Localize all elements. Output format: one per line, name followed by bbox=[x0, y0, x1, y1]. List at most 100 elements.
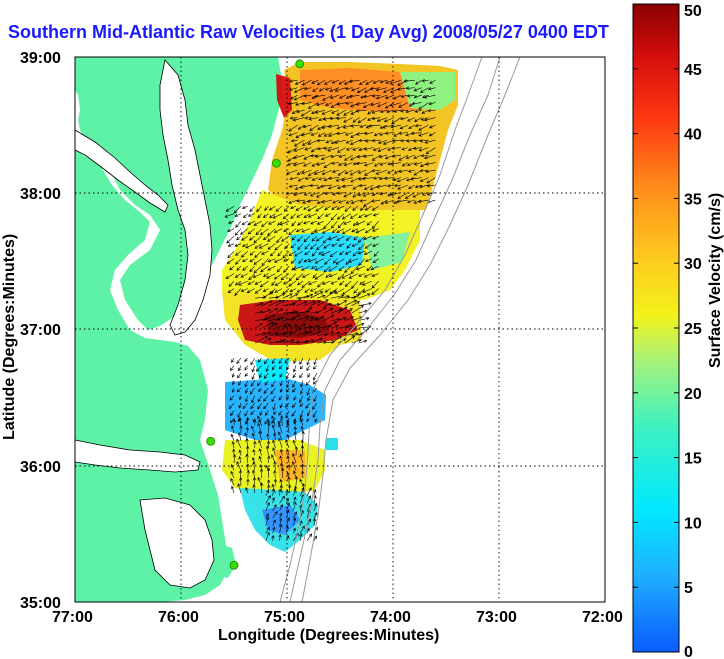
velocity-arrow bbox=[300, 463, 305, 471]
velocity-arrow bbox=[271, 365, 276, 371]
velocity-arrow bbox=[398, 154, 408, 161]
velocity-arrow bbox=[293, 431, 297, 441]
velocity-arrow bbox=[230, 433, 235, 441]
velocity-arrow bbox=[252, 461, 256, 471]
velocity-arrow bbox=[228, 280, 235, 287]
velocity-arrow bbox=[397, 184, 408, 190]
velocity-arrow bbox=[295, 205, 304, 211]
velocity-arrow bbox=[399, 124, 408, 130]
velocity-arrow bbox=[375, 94, 388, 100]
velocity-arrow bbox=[363, 273, 372, 278]
velocity-arrow bbox=[403, 79, 415, 83]
velocity-arrow bbox=[301, 101, 312, 106]
velocity-arrow bbox=[371, 192, 381, 197]
velocity-arrow bbox=[271, 280, 276, 286]
velocity-arrow bbox=[380, 199, 388, 205]
velocity-arrow bbox=[249, 258, 255, 263]
velocity-arrow bbox=[258, 455, 262, 464]
velocity-arrow bbox=[371, 116, 381, 121]
velocity-arrow bbox=[276, 265, 283, 273]
velocity-arrow bbox=[424, 139, 436, 144]
velocity-arrow bbox=[419, 139, 429, 143]
velocity-arrow bbox=[306, 410, 311, 417]
velocity-arrow bbox=[301, 79, 312, 86]
velocity-arrow bbox=[231, 440, 235, 449]
velocity-arrow bbox=[235, 250, 242, 256]
velocity-arrow bbox=[327, 176, 339, 180]
velocity-arrow bbox=[344, 265, 352, 273]
colorbar-tick-label: 15 bbox=[684, 451, 702, 468]
velocity-arrow bbox=[291, 235, 297, 241]
velocity-arrow bbox=[238, 449, 242, 456]
velocity-arrow bbox=[343, 162, 353, 167]
land-patch-outer-banks bbox=[210, 540, 236, 578]
velocity-arrow bbox=[357, 117, 367, 124]
velocity-arrow bbox=[352, 184, 360, 190]
velocity-arrow bbox=[238, 365, 242, 372]
velocity-arrow bbox=[229, 265, 235, 271]
velocity-arrow bbox=[266, 433, 270, 441]
velocity-arrow bbox=[236, 461, 242, 471]
velocity-arrow bbox=[383, 117, 395, 123]
velocity-arrow bbox=[227, 228, 235, 232]
velocity-arrow bbox=[306, 527, 310, 534]
velocity-arrow bbox=[398, 131, 408, 135]
velocity-arrow bbox=[231, 372, 235, 378]
velocity-arrow bbox=[292, 162, 305, 167]
velocity-arrow bbox=[286, 434, 290, 441]
velocity-arrow bbox=[376, 117, 388, 122]
velocity-arrow bbox=[258, 430, 262, 441]
velocity-arrow bbox=[247, 220, 255, 225]
velocity-arrow bbox=[317, 124, 326, 130]
velocity-arrow bbox=[400, 139, 408, 143]
velocity-arrow bbox=[282, 293, 293, 299]
velocity-arrow bbox=[331, 161, 339, 165]
velocity-arrow bbox=[275, 338, 287, 344]
velocity-arrow bbox=[370, 265, 379, 271]
velocity-arrow bbox=[310, 337, 323, 344]
velocity-arrow bbox=[344, 308, 353, 314]
velocity-arrow bbox=[357, 169, 367, 174]
velocity-arrow bbox=[247, 228, 255, 235]
velocity-arrow bbox=[250, 402, 255, 410]
velocity-arrow bbox=[244, 380, 249, 388]
velocity-arrow bbox=[253, 265, 262, 274]
velocity-arrow bbox=[383, 176, 395, 180]
velocity-arrow bbox=[407, 117, 415, 122]
velocity-arrow bbox=[244, 417, 249, 425]
velocity-arrow bbox=[244, 365, 249, 371]
velocity-arrow bbox=[240, 273, 248, 278]
velocity-arrow bbox=[258, 243, 269, 249]
velocity-arrow bbox=[363, 250, 372, 255]
velocity-arrow bbox=[414, 109, 422, 113]
velocity-arrow bbox=[300, 470, 305, 479]
velocity-arrow bbox=[265, 495, 271, 504]
velocity-arrow bbox=[379, 79, 388, 84]
velocity-arrow bbox=[331, 243, 338, 247]
velocity-arrow bbox=[293, 426, 297, 434]
velocity-arrow bbox=[328, 273, 338, 278]
velocity-arrow bbox=[279, 455, 283, 464]
velocity-arrow bbox=[342, 288, 352, 295]
velocity-arrow bbox=[279, 495, 285, 504]
velocity-arrow bbox=[419, 87, 429, 93]
velocity-arrow bbox=[364, 139, 374, 143]
velocity-arrow bbox=[400, 109, 408, 113]
velocity-arrow bbox=[245, 453, 249, 464]
velocity-arrow bbox=[410, 131, 422, 136]
velocity-arrow bbox=[358, 273, 366, 277]
velocity-arrow bbox=[355, 109, 367, 113]
velocity-arrow bbox=[265, 489, 269, 496]
velocity-arrow bbox=[231, 387, 235, 393]
velocity-arrow bbox=[279, 402, 283, 409]
velocity-arrow bbox=[293, 94, 305, 101]
colorbar-tick-label: 5 bbox=[684, 580, 693, 597]
velocity-arrow bbox=[245, 387, 249, 394]
velocity-arrow bbox=[323, 220, 331, 230]
y-tick-label: 36:00 bbox=[20, 459, 61, 476]
x-tick-label: 76:00 bbox=[158, 609, 199, 626]
velocity-arrow bbox=[289, 177, 298, 181]
velocity-arrow bbox=[230, 478, 235, 486]
velocity-arrow bbox=[296, 235, 304, 242]
